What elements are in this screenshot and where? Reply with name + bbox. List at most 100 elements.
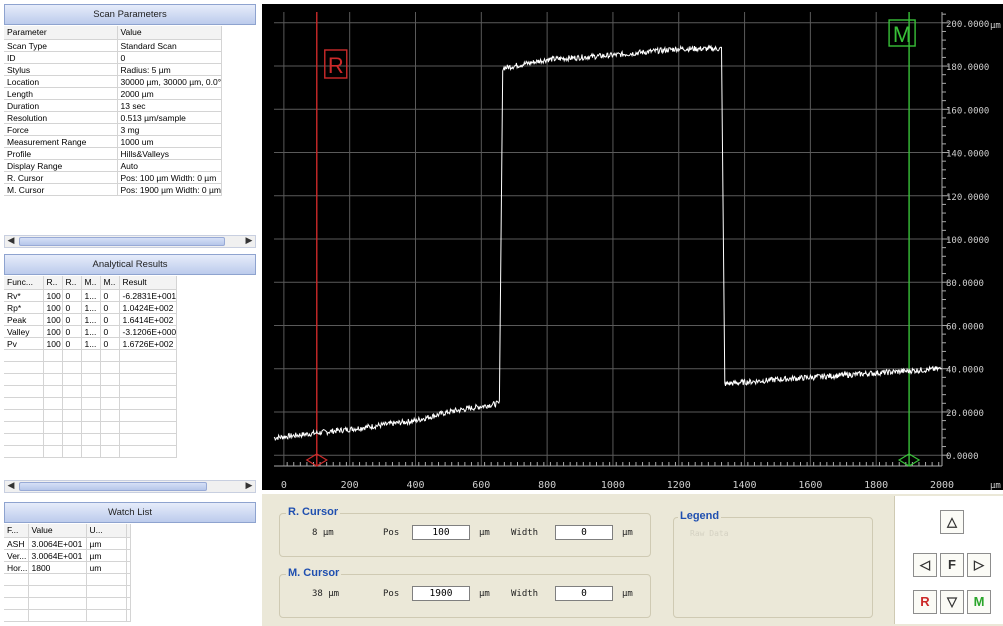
table-cell xyxy=(62,433,82,446)
column-header[interactable]: Result xyxy=(119,276,178,290)
result-cell: 100 xyxy=(43,337,63,350)
m-cursor-marker-box xyxy=(888,19,916,47)
nav-r-cursor-button[interactable]: R xyxy=(913,590,937,614)
scroll-thumb[interactable] xyxy=(19,482,207,491)
result-cell: 0 xyxy=(100,313,120,326)
table-row[interactable]: Profile Hills&Valleys xyxy=(4,147,223,160)
table-row[interactable]: R. Cursor Pos: 100 µm Width: 0 µm xyxy=(4,171,223,184)
profile-trace xyxy=(273,44,942,441)
analytical-results-table: Func... R.. R.. M.. M.. Result Rv* 100 0 1... 0 -6… xyxy=(4,276,178,458)
scroll-right-arrow[interactable]: ▶ xyxy=(245,481,253,491)
nav-fit-button[interactable]: F xyxy=(940,553,964,577)
y-tick-label: 0.0000 xyxy=(946,452,979,462)
table-row[interactable]: Ver... 3.0064E+001 µm xyxy=(4,549,131,562)
table-cell xyxy=(119,409,178,422)
nav-down-button[interactable]: ▽ xyxy=(940,590,964,614)
table-row[interactable]: ASH 3.0064E+001 µm xyxy=(4,537,131,550)
watch-cell xyxy=(126,561,131,574)
table-cell xyxy=(4,397,44,410)
table-row[interactable]: Pv 100 0 1... 0 1.6726E+002 xyxy=(4,337,178,350)
table-row xyxy=(4,373,178,386)
parameter-name: Profile xyxy=(4,147,118,160)
m-cursor-marker-label: M xyxy=(893,22,911,47)
scroll-thumb[interactable] xyxy=(19,237,225,246)
m-width-input[interactable]: 0 xyxy=(555,586,613,601)
table-row[interactable]: ID 0 xyxy=(4,51,223,64)
column-header[interactable]: U... xyxy=(86,524,127,538)
table-cell xyxy=(4,349,44,362)
profile-plot[interactable]: 0 200 400 600 800 1000 1200 1400 1600 1800 2000 0.0… xyxy=(262,4,1003,490)
column-header[interactable]: M.. xyxy=(81,276,101,290)
table-cell xyxy=(81,397,101,410)
r-width-input[interactable]: 0 xyxy=(555,525,613,540)
table-row[interactable]: Scan Type Standard Scan xyxy=(4,39,223,52)
table-row[interactable]: Hor... 1800 um xyxy=(4,561,131,574)
value-column-header[interactable]: Value xyxy=(117,26,223,40)
scroll-right-arrow[interactable]: ▶ xyxy=(245,236,253,246)
table-row[interactable]: Valley 100 0 1... 0 -3.1206E+000 xyxy=(4,325,178,338)
table-cell xyxy=(119,397,178,410)
watch-cell: 3.0064E+001 xyxy=(28,537,87,550)
y-tick-label: 160.0000 xyxy=(946,106,989,116)
y-tick-label: 180.0000 xyxy=(946,63,989,73)
table-row[interactable]: Resolution 0.513 µm/sample xyxy=(4,111,223,124)
table-cell xyxy=(62,409,82,422)
table-row xyxy=(4,585,131,598)
table-cell xyxy=(81,433,101,446)
parameter-name: Measurement Range xyxy=(4,135,118,148)
table-row[interactable]: Location 30000 µm, 30000 µm, 0.0° xyxy=(4,75,223,88)
m-pos-input[interactable]: 1900 xyxy=(412,586,470,601)
profile-chart[interactable]: 0 200 400 600 800 1000 1200 1400 1600 1800 2000 0.0… xyxy=(262,4,1003,490)
table-row[interactable]: M. Cursor Pos: 1900 µm Width: 0 µm xyxy=(4,183,223,196)
x-tick-label: 400 xyxy=(406,480,424,490)
result-cell: 1... xyxy=(81,337,101,350)
column-header[interactable]: Value xyxy=(28,524,87,538)
x-axis-unit: µm xyxy=(990,481,1001,490)
result-cell: 0 xyxy=(100,337,120,350)
nav-m-cursor-button[interactable]: M xyxy=(967,590,991,614)
nav-left-button[interactable]: ◁ xyxy=(913,553,937,577)
parameter-column-header[interactable]: Parameter xyxy=(4,26,118,40)
table-cell xyxy=(100,385,120,398)
watch-cell: um xyxy=(86,561,127,574)
scroll-left-arrow[interactable]: ◀ xyxy=(7,481,15,491)
parameter-name: Duration xyxy=(4,99,118,112)
scroll-left-arrow[interactable]: ◀ xyxy=(7,236,15,246)
x-tick-label: 1600 xyxy=(798,480,822,490)
table-row[interactable]: Rp* 100 0 1... 0 1.0424E+002 xyxy=(4,301,178,314)
scan-parameters-scrollbar[interactable]: ◀ ▶ xyxy=(4,235,256,248)
analytical-results-scrollbar[interactable]: ◀ ▶ xyxy=(4,480,256,493)
legend-item-raw-data: Raw Data xyxy=(690,529,729,538)
parameter-name: R. Cursor xyxy=(4,171,118,184)
y-axis-unit: µm xyxy=(990,21,1001,31)
table-cell xyxy=(86,573,127,586)
table-row[interactable]: Display Range Auto xyxy=(4,159,223,172)
nav-up-button[interactable]: △ xyxy=(940,510,964,534)
nav-right-button[interactable]: ▷ xyxy=(967,553,991,577)
table-cell xyxy=(43,361,63,374)
table-row[interactable]: Rv* 100 0 1... 0 -6.2831E+001 xyxy=(4,289,178,302)
table-cell xyxy=(126,597,131,610)
column-header[interactable]: M.. xyxy=(100,276,120,290)
watch-list-table: F... Value U... ASH 3.0064E+001 µm Ver... 3.00… xyxy=(4,524,131,622)
column-header[interactable]: R.. xyxy=(43,276,63,290)
column-header[interactable]: Func... xyxy=(4,276,44,290)
column-header[interactable]: F... xyxy=(4,524,29,538)
table-row[interactable]: Duration 13 sec xyxy=(4,99,223,112)
table-row[interactable]: Measurement Range 1000 um xyxy=(4,135,223,148)
table-cell xyxy=(119,445,178,458)
table-cell xyxy=(28,609,87,622)
parameter-value: Radius: 5 µm xyxy=(117,63,223,76)
result-cell: 100 xyxy=(43,313,63,326)
table-cell xyxy=(4,421,44,434)
table-cell xyxy=(126,573,131,586)
table-row[interactable]: Force 3 mg xyxy=(4,123,223,136)
table-row[interactable]: Length 2000 µm xyxy=(4,87,223,100)
column-header[interactable]: R.. xyxy=(62,276,82,290)
table-row[interactable]: Peak 100 0 1... 0 1.6414E+002 xyxy=(4,313,178,326)
table-row[interactable]: Stylus Radius: 5 µm xyxy=(4,63,223,76)
r-pos-input[interactable]: 100 xyxy=(412,525,470,540)
table-cell xyxy=(86,585,127,598)
watch-list-title: Watch List xyxy=(4,502,256,523)
table-cell xyxy=(4,385,44,398)
